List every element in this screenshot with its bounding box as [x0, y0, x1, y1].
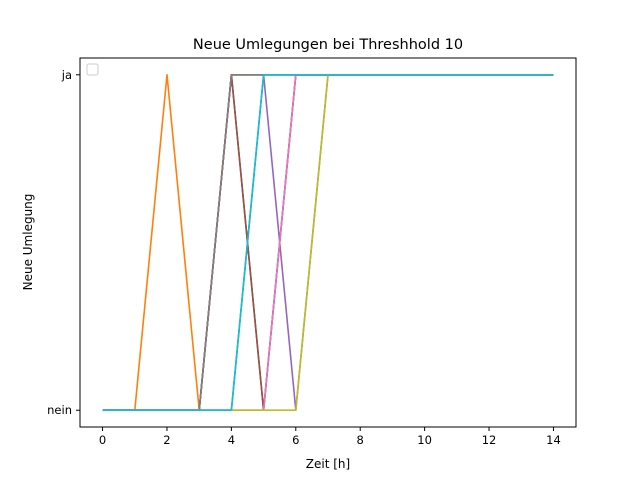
x-tick-label: 0	[99, 433, 106, 447]
x-tick-label: 2	[163, 433, 170, 447]
y-tick-label: nein	[47, 403, 72, 417]
x-axis-ticks: 0 2 4 6 8 10 12 14	[99, 427, 561, 447]
x-tick-label: 6	[292, 433, 299, 447]
x-tick-label: 10	[417, 433, 432, 447]
series-line-10	[102, 74, 554, 412]
x-tick-label: 4	[228, 433, 235, 447]
x-tick-label: 14	[546, 433, 561, 447]
y-axis-ticks: nein ja	[47, 68, 80, 417]
plot-lines	[102, 74, 554, 412]
legend-box	[86, 63, 99, 76]
x-tick-label: 12	[482, 433, 497, 447]
y-tick-label: ja	[61, 68, 72, 82]
chart-title: Neue Umlegungen bei Threshhold 10	[193, 37, 463, 53]
x-tick-label: 8	[357, 433, 364, 447]
y-axis-label: Neue Umlegung	[21, 194, 35, 291]
x-axis-label: Zeit [h]	[306, 457, 350, 471]
plot-frame	[79, 57, 577, 428]
